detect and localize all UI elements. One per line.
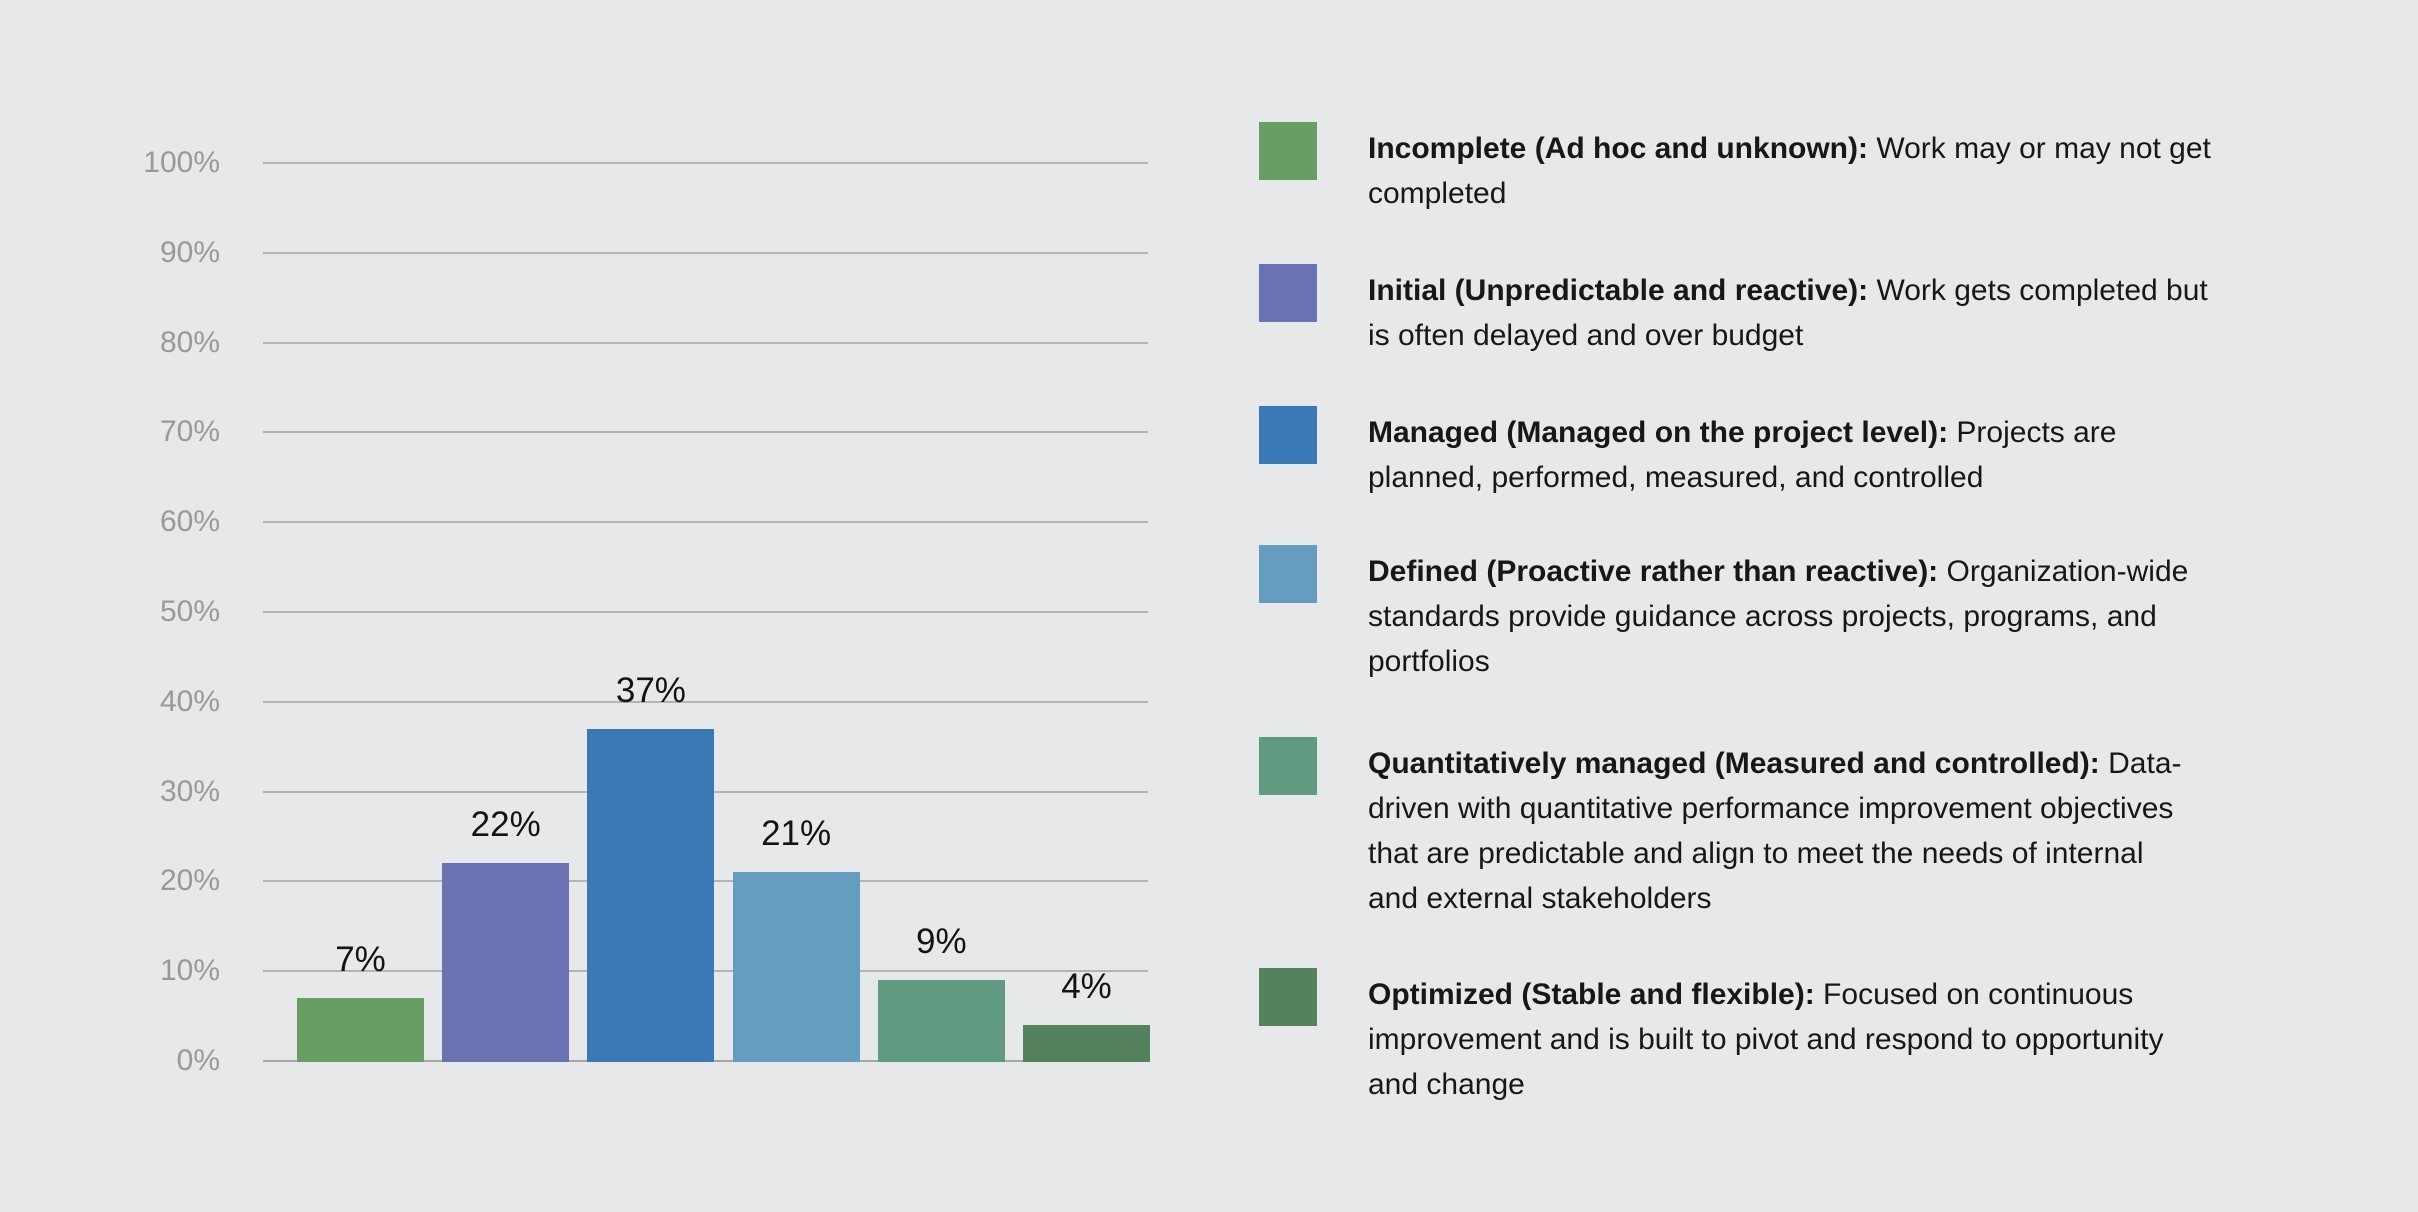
- y-tick-label: 30%: [159, 774, 220, 808]
- legend-item-desc: Projects are planned, performed, measure…: [1368, 416, 2117, 494]
- legend-swatch-icon: [1259, 968, 1317, 1026]
- legend-item-desc: Focused on continuous improvement and is…: [1368, 978, 2164, 1101]
- bar-value-label: 21%: [761, 814, 832, 854]
- gridline: [263, 700, 1148, 703]
- y-tick-label: 40%: [159, 684, 220, 718]
- legend-item-title: Defined (Proactive rather than reactive)…: [1368, 555, 1939, 588]
- legend-item-text: Incomplete (Ad hoc and unknown): Work ma…: [1368, 126, 2368, 216]
- bar-managed: [587, 728, 715, 1062]
- legend-item-text: Quantitatively managed (Measured and con…: [1368, 741, 2368, 921]
- gridline: [263, 431, 1148, 434]
- y-tick-label: 10%: [159, 954, 220, 988]
- bar-value-label: 9%: [916, 922, 967, 962]
- bar-value-label: 7%: [335, 940, 386, 980]
- gridline: [263, 162, 1148, 164]
- legend-item-desc: Data- driven with quantitative performan…: [1368, 747, 2182, 915]
- legend-item-title: Optimized (Stable and flexible):: [1368, 978, 1815, 1011]
- bar-incomplete: [297, 998, 424, 1062]
- y-tick-label: 0%: [176, 1044, 220, 1077]
- legend-swatch-icon: [1259, 545, 1317, 603]
- legend-swatch-icon: [1259, 406, 1317, 464]
- legend-item-text: Initial (Unpredictable and reactive): Wo…: [1368, 268, 2368, 358]
- legend-item-title: Incomplete (Ad hoc and unknown):: [1368, 132, 1868, 165]
- bar-optimized: [1023, 1025, 1150, 1062]
- legend-item-title: Initial (Unpredictable and reactive):: [1368, 274, 1869, 307]
- legend-item-text: Optimized (Stable and flexible): Focused…: [1368, 972, 2368, 1107]
- legend: Incomplete (Ad hoc and unknown): Work ma…: [1259, 0, 2379, 1212]
- legend-item-title: Quantitatively managed (Measured and con…: [1368, 747, 2100, 780]
- bar-initial: [442, 863, 570, 1062]
- bar-value-label: 4%: [1061, 967, 1112, 1007]
- legend-item-text: Defined (Proactive rather than reactive)…: [1368, 549, 2368, 684]
- legend-item-text: Managed (Managed on the project level): …: [1368, 410, 2368, 500]
- bar-quantitatively-managed: [877, 980, 1005, 1062]
- gridline: [263, 521, 1148, 524]
- y-tick-label: 70%: [159, 415, 220, 449]
- legend-swatch-icon: [1259, 122, 1317, 180]
- gridline: [263, 251, 1148, 254]
- gridline: [263, 611, 1148, 613]
- y-tick-label: 90%: [159, 235, 220, 269]
- legend-item-desc: Work gets completed but is often delayed…: [1368, 274, 2208, 352]
- y-tick-label: 50%: [159, 595, 220, 628]
- bar-defined: [732, 872, 860, 1062]
- legend-swatch-icon: [1259, 264, 1317, 322]
- gridline: [263, 341, 1148, 344]
- legend-item-title: Managed (Managed on the project level):: [1368, 416, 1949, 449]
- legend-item-desc: Work may or may not get completed: [1368, 132, 2211, 210]
- y-tick-label: 20%: [159, 864, 220, 898]
- y-tick-label: 80%: [159, 325, 220, 359]
- legend-swatch-icon: [1259, 737, 1317, 795]
- legend-item-desc: Organization-wide standards provide guid…: [1368, 555, 2189, 678]
- y-tick-label: 60%: [159, 505, 220, 539]
- bar-value-label: 22%: [470, 805, 541, 845]
- y-tick-label: 100%: [143, 146, 220, 179]
- plot-area: 0% 10% 20% 30% 40% 50% 60% 70% 80% 90% 100% 7% 22% 37…: [143, 146, 1150, 1077]
- bar-value-label: 37%: [615, 670, 686, 710]
